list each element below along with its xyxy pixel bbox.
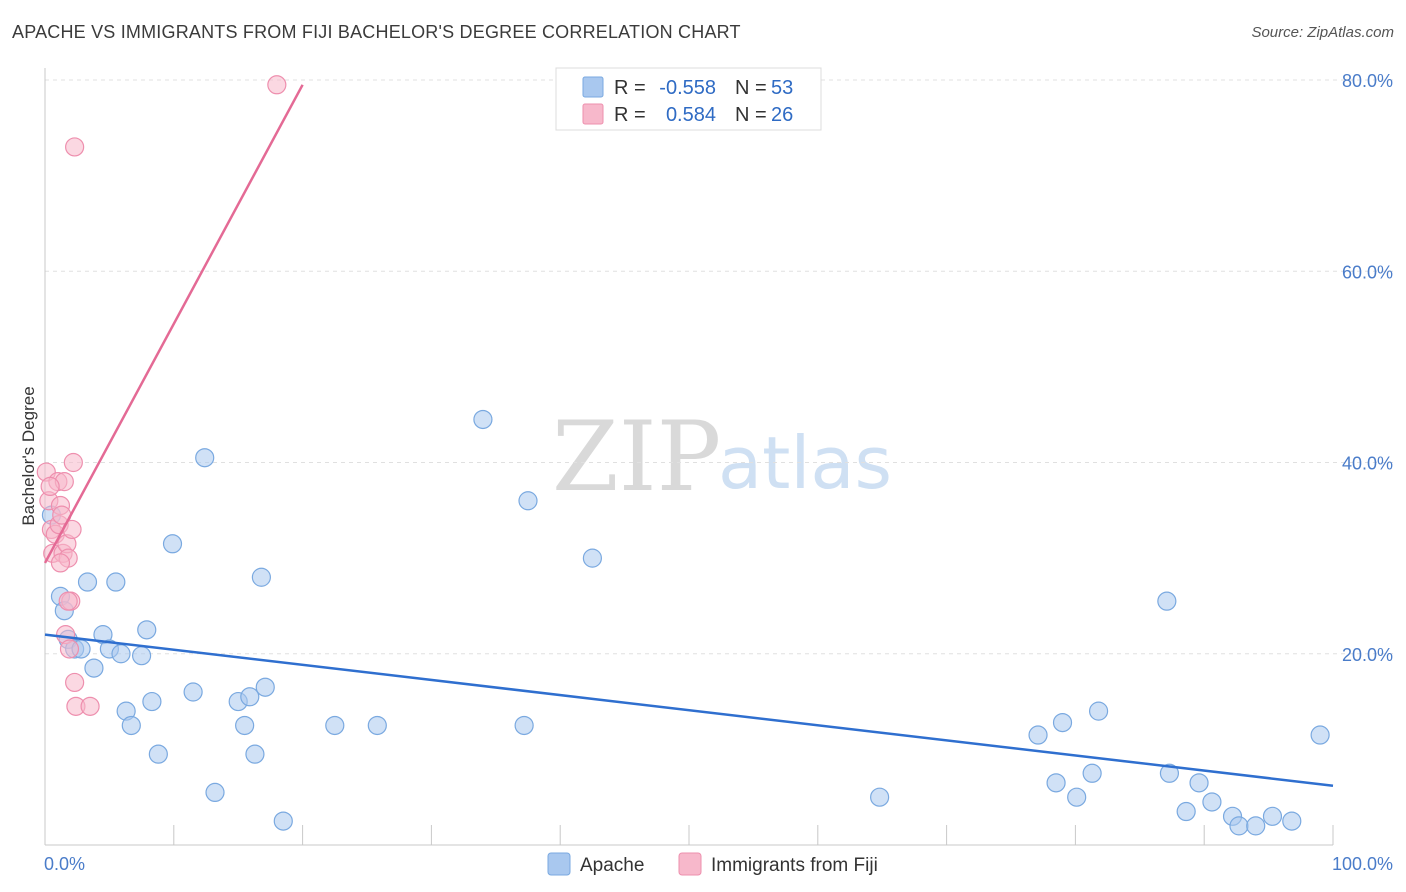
apache-point-27 [255, 677, 275, 697]
apache-point-10 [106, 572, 126, 592]
apache-point-52 [1310, 725, 1330, 745]
apache-point-13 [121, 715, 141, 736]
fiji-point-21 [80, 696, 100, 716]
apache-point-42 [1157, 591, 1177, 611]
apache-point-37 [1046, 773, 1066, 793]
grid-lines [45, 79, 1393, 655]
apache-point-35 [870, 787, 890, 807]
legend-r-value-apache: -0.558 [659, 77, 716, 99]
bottom-legend: Apache Immigrants from Fiji [547, 852, 878, 876]
y-tick-label-80: 80.0% [1342, 71, 1393, 91]
fiji-point-20 [50, 553, 71, 573]
apache-trend-line [44, 633, 1334, 787]
apache-point-23 [235, 715, 255, 736]
apache-point-11 [111, 644, 131, 664]
apache-point-19 [183, 682, 203, 702]
legend-n-value-fiji: 26 [771, 104, 793, 126]
fiji-point-18 [65, 672, 85, 693]
legend-swatch-apache [582, 76, 604, 98]
legend-r-value-fiji: 0.584 [666, 104, 716, 126]
fiji-point-22 [65, 137, 85, 157]
fiji-point-17 [63, 452, 83, 473]
fiji-point-23 [58, 591, 78, 611]
apache-point-44 [1176, 801, 1196, 822]
y-tick-label-60: 60.0% [1342, 262, 1393, 282]
legend-n-label-fiji: N = [735, 104, 767, 126]
x-tick-label-min: 0.0% [44, 854, 85, 874]
apache-point-17 [148, 744, 168, 764]
x-axis-ticks [44, 825, 1334, 845]
apache-point-32 [514, 715, 534, 736]
apache-point-24 [240, 687, 260, 707]
apache-point-43 [1159, 763, 1180, 783]
bottom-legend-swatch-apache [547, 852, 571, 876]
apache-point-48 [1229, 816, 1249, 836]
apache-point-39 [1067, 787, 1087, 807]
legend-r-label-apache: R = [614, 77, 646, 99]
apache-point-30 [367, 715, 387, 736]
apache-point-40 [1082, 763, 1102, 783]
legend-r-label-fiji: R = [614, 104, 646, 126]
apache-point-25 [245, 744, 265, 764]
legend-n-label-apache: N = [735, 77, 767, 99]
fiji-trend-line [43, 84, 304, 564]
x-tick-label-max: 100.0% [1332, 854, 1393, 874]
apache-point-33 [518, 491, 538, 511]
apache-point-20 [195, 448, 215, 468]
y-axis-tick-labels: 20.0% 40.0% 60.0% 80.0% [1342, 71, 1393, 665]
apache-point-45 [1189, 773, 1209, 793]
bottom-legend-label-fiji: Immigrants from Fiji [711, 855, 878, 876]
legend-n-value-apache: 53 [771, 77, 793, 99]
apache-point-34 [582, 548, 603, 568]
source-credit: Source: ZipAtlas.com [1251, 24, 1394, 41]
apache-point-29 [325, 715, 345, 736]
trend-lines [43, 84, 1334, 787]
apache-point-46 [1202, 792, 1222, 812]
apache-point-51 [1282, 811, 1302, 831]
apache-point-18 [162, 534, 183, 554]
fiji-point-14 [59, 639, 80, 659]
bottom-legend-swatch-fiji [678, 852, 702, 876]
apache-point-31 [473, 409, 493, 430]
y-tick-label-40: 40.0% [1342, 454, 1393, 474]
watermark-zip: ZIP [552, 401, 721, 513]
legend-swatch-fiji [582, 103, 604, 125]
apache-point-38 [1052, 712, 1073, 733]
y-axis-label: Bachelor's Degree [19, 386, 38, 525]
legend: R = -0.558 N = 53 R = 0.584 N = 26 [555, 67, 822, 131]
fiji-points [36, 75, 287, 716]
bottom-legend-label-apache: Apache [580, 855, 644, 876]
chart-title: APACHE VS IMMIGRANTS FROM FIJI BACHELOR'… [12, 22, 741, 42]
fiji-point-25 [267, 75, 287, 95]
apache-point-41 [1088, 701, 1109, 721]
apache-point-36 [1028, 725, 1048, 745]
apache-point-16 [142, 691, 162, 712]
apache-point-15 [137, 620, 157, 640]
apache-point-7 [84, 658, 104, 678]
apache-point-50 [1262, 806, 1283, 826]
apache-point-26 [251, 567, 271, 587]
fiji-point-24 [40, 476, 60, 497]
apache-point-49 [1246, 816, 1266, 836]
apache-point-14 [132, 646, 152, 666]
apache-point-28 [273, 811, 293, 831]
y-tick-label-20: 20.0% [1342, 645, 1393, 665]
apache-point-21 [205, 782, 225, 803]
apache-point-6 [77, 572, 98, 592]
